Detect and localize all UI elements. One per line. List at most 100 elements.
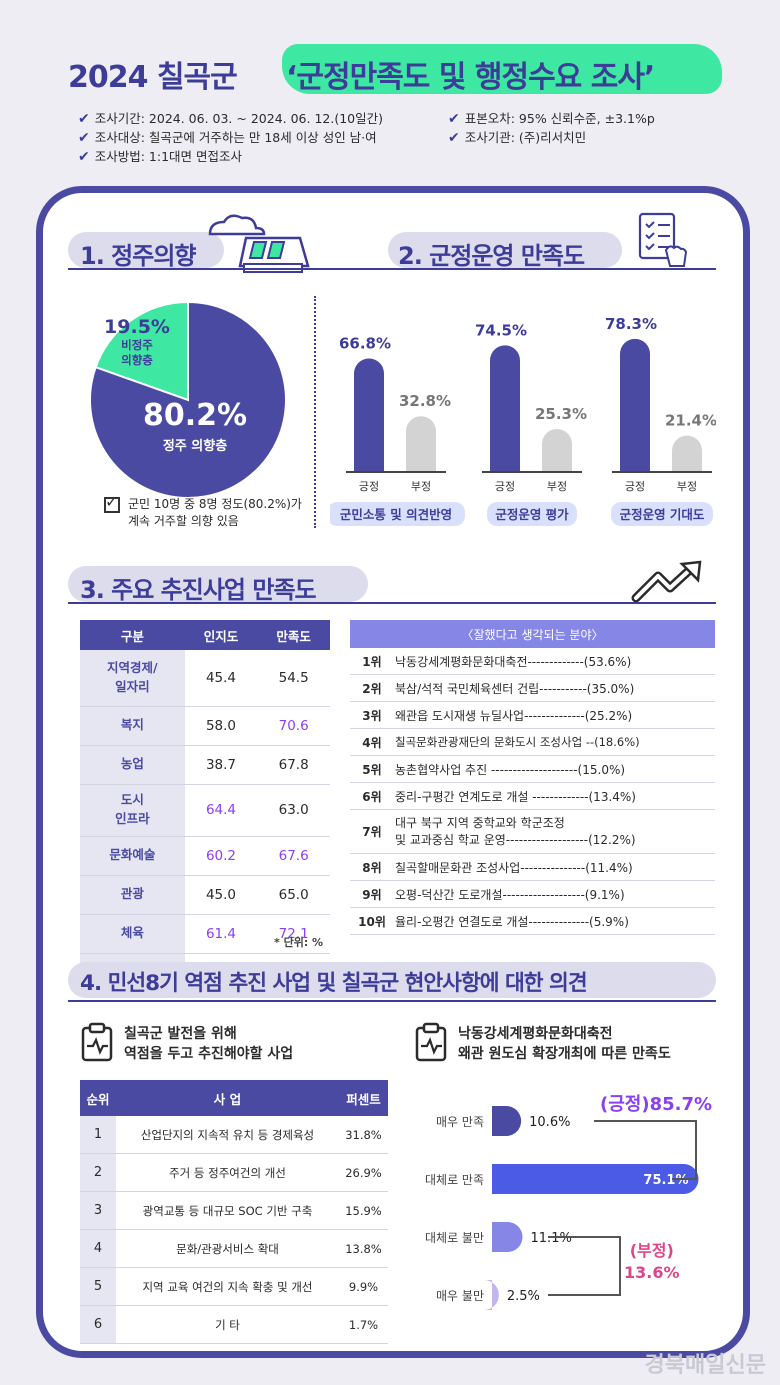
- rank-text: 대구 북구 지역 중학교와 학군조정: [395, 816, 565, 831]
- bar-axis-label: 긍정: [495, 480, 515, 493]
- row-satisfaction: 70.6: [257, 706, 330, 746]
- newspaper-logo: 경북매일신문: [644, 1353, 766, 1378]
- check-icon: ✔: [448, 111, 460, 127]
- info-right: ✔ 표본오차: 95% 신뢰수준, ±3.1%p ✔ 조사기관: (주)리서치민: [448, 108, 655, 146]
- rank-number: 6위: [350, 782, 394, 810]
- section2-title: 2. 군정운영 만족도: [398, 242, 585, 270]
- section1-note: 군민 10명 중 8명 정도(80.2%)가 계속 거주할 의향 있음: [128, 496, 302, 530]
- bar-value-label: 25.3%: [535, 405, 587, 423]
- row-category-2: 일자리: [115, 678, 150, 694]
- bar-value-label: 78.3%: [605, 315, 657, 333]
- row-awareness: 45.0: [184, 875, 258, 915]
- row-rank: 1: [80, 1116, 116, 1154]
- row-rank: 5: [80, 1267, 116, 1306]
- row-project: 문화/관광서비스 확대: [116, 1229, 339, 1268]
- checkbox-icon: ✓: [104, 492, 120, 513]
- check-icon: ✔: [78, 130, 90, 146]
- hbar-value: 2.5%: [507, 1289, 540, 1304]
- table-row: 3 광역교통 등 대규모 SOC 기반 구축 15.9%: [80, 1191, 388, 1230]
- row-awareness: 45.4: [184, 650, 258, 707]
- row-awareness: 60.2: [184, 836, 258, 876]
- table-row: 농업 38.7 67.8: [80, 745, 330, 785]
- ranking-row: 6위 중리-구평간 연계도로 개설 -------------(13.4%): [350, 782, 715, 810]
- pie-slice: [94, 300, 189, 402]
- col-awareness: 인지도: [184, 620, 258, 650]
- table-row: 문화예술 60.2 67.6: [80, 836, 330, 876]
- info-left: ✔ 조사기간: 2024. 06. 03. ~ 2024. 06. 12.(10일…: [78, 108, 383, 165]
- rank-text: 오평-덕산간 도로개설-------------------(9.1%): [394, 880, 715, 908]
- rank-number: 2위: [350, 674, 394, 702]
- right-question: 낙동강세계평화문화대축전 왜관 원도심 확장개최에 따른 만족도: [458, 1024, 671, 1064]
- bar-value-label: 32.8%: [399, 392, 451, 410]
- table-row: 관광 45.0 65.0: [80, 875, 330, 915]
- hbar-label: 대체로 불만: [425, 1231, 484, 1245]
- rank-number: 1위: [350, 648, 394, 675]
- row-category: 문화예술: [109, 847, 156, 863]
- rank-text-2: 및 교과중심 학교 운영-------------------(12.2%): [395, 832, 636, 847]
- bar-axis-label: 긍정: [359, 480, 379, 493]
- col-project: 사 업: [116, 1080, 339, 1116]
- table-row: 복지 58.0 70.6: [80, 706, 330, 746]
- positive-summary: (긍정)85.7%: [600, 1094, 713, 1115]
- rank-text: 중리-구평간 연계도로 개설 -------------(13.4%): [394, 782, 715, 810]
- rank-number: 5위: [350, 755, 394, 783]
- hbar: [492, 1164, 699, 1194]
- row-category: 도시: [120, 792, 144, 808]
- pie-slice: [89, 300, 287, 499]
- clipboard-pulse-icon: [415, 1022, 447, 1062]
- negative-summary-label: (부정): [629, 1241, 674, 1260]
- pie-chart: [89, 300, 287, 499]
- table-row: 2 주거 등 정주여건의 개선 26.9%: [80, 1153, 388, 1192]
- pie-big-pct: 80.2%: [142, 398, 248, 433]
- bar-positive: [490, 345, 520, 472]
- bar-value-label: 66.8%: [339, 334, 391, 352]
- row-project: 광역교통 등 대규모 SOC 기반 구축: [116, 1191, 339, 1230]
- title-highlight: [282, 44, 722, 94]
- row-percent: 1.7%: [338, 1305, 388, 1344]
- row-satisfaction: 67.6: [257, 836, 330, 876]
- row-project: 기 타: [116, 1305, 339, 1344]
- ranking-row: 9위 오평-덕산간 도로개설-------------------(9.1%): [350, 880, 715, 908]
- group-tag-bg: [487, 502, 577, 526]
- bar-axis-label: 부정: [411, 480, 431, 493]
- page-title: ‘군정만족도 및 행정수요 조사’: [286, 60, 655, 95]
- bar-positive: [620, 338, 650, 472]
- hbar-value: 11.1%: [531, 1231, 572, 1246]
- ranking-row: 10위 율리-오평간 연결도로 개설--------------(5.9%): [350, 907, 715, 935]
- row-awareness: 64.4: [184, 784, 258, 837]
- priority-projects-table: 순위 사 업 퍼센트 1 산업단지의 지속적 유치 등 경제육성 31.8% 2 주거…: [80, 1080, 388, 1344]
- section2-pill: [388, 232, 622, 268]
- row-satisfaction: 54.5: [257, 650, 330, 707]
- row-satisfaction: 63.0: [257, 784, 330, 837]
- bar-axis-label: 부정: [547, 480, 567, 493]
- row-category-2: 인프라: [115, 811, 150, 826]
- row-percent: 31.8%: [338, 1116, 388, 1154]
- info-period: 조사기간: 2024. 06. 03. ~ 2024. 06. 12.(10일간…: [94, 111, 383, 126]
- row-category: 관광: [120, 886, 144, 902]
- group-tag-bg: [330, 502, 465, 526]
- col-satisfaction: 만족도: [257, 620, 330, 650]
- unit-note: * 단위: %: [274, 936, 324, 949]
- pie-small-text2: 의향층: [121, 352, 153, 367]
- col-rank: 순위: [80, 1080, 116, 1116]
- row-project: 지역 교육 여건의 지속 확충 및 개선: [116, 1267, 339, 1306]
- row-rank: 6: [80, 1305, 116, 1344]
- bar-negative: [542, 428, 572, 472]
- negative-summary: (부정) 13.6%: [624, 1240, 680, 1284]
- table-row: 1 산업단지의 지속적 유치 등 경제육성 31.8%: [80, 1116, 388, 1154]
- bar-axis-label: 부정: [677, 480, 697, 493]
- left-question-line2: 역점을 두고 추진해야할 사업: [124, 1046, 294, 1062]
- table-row: 지역경제/일자리 45.4 54.5: [80, 650, 330, 707]
- hbar-label: 매우 만족: [436, 1115, 484, 1129]
- section1-note-line2: 계속 거주할 의향 있음: [128, 514, 239, 528]
- right-question-line1: 낙동강세계평화문화대축전: [458, 1026, 613, 1042]
- row-percent: 26.9%: [338, 1153, 388, 1192]
- row-awareness: 61.4: [184, 914, 258, 954]
- bar-axis-label: 긍정: [625, 480, 645, 493]
- hbar: [492, 1106, 522, 1136]
- hbar-label: 대체로 만족: [425, 1173, 484, 1187]
- row-awareness: 58.0: [184, 706, 258, 746]
- rank-text: 북삼/석적 국민체육센터 건립-----------(35.0%): [394, 674, 715, 702]
